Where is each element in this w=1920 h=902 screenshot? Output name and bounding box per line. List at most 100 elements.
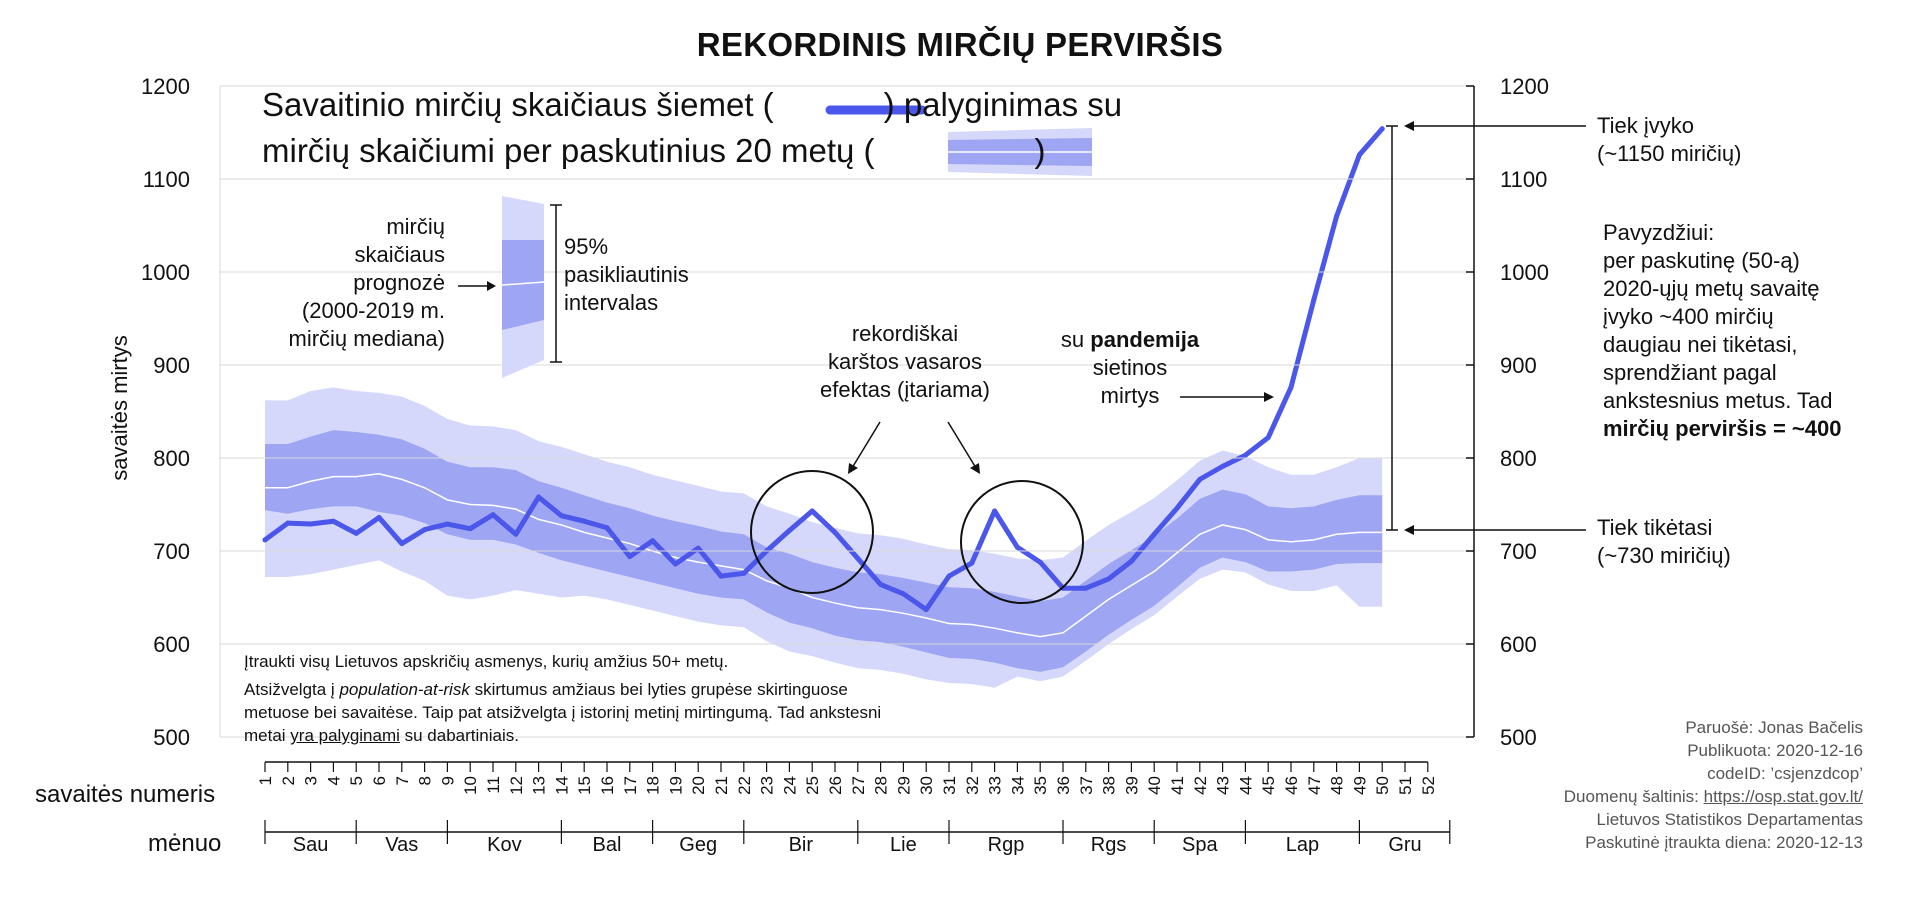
happened-text-2: (~1150 miričių) [1597, 141, 1742, 166]
happened-text-1: Tiek įvyko [1597, 113, 1694, 138]
data-point [1334, 213, 1340, 219]
data-point [1014, 544, 1020, 550]
summer-arrow-2 [947, 421, 977, 469]
example-text-bold: mirčių perviršis = ~400 [1603, 416, 1842, 441]
footnote-p2-i: population-at-risk [339, 680, 470, 699]
y-tick-label-right: 1100 [1500, 167, 1547, 192]
data-point [330, 518, 336, 524]
credits-org: Lietuvos Statistikos Departamentas [1596, 810, 1863, 829]
data-point [718, 573, 724, 579]
data-point [1037, 559, 1043, 565]
data-point [558, 513, 564, 519]
y-tick-label-left: 800 [153, 446, 190, 471]
footnote-p2-b: skirtumus amžiaus bei lyties grupėse ski… [244, 680, 882, 745]
data-point [923, 607, 929, 613]
pandemic-text-a: su [1060, 327, 1091, 352]
footnote-p1: Įtraukti visų Lietuvos apskričių asmenys… [244, 652, 729, 671]
y-tick-label-right: 1000 [1500, 260, 1549, 285]
data-point [1106, 576, 1112, 582]
summer-arrowhead-2 [970, 463, 980, 474]
forecast-bands [265, 387, 1383, 688]
y-tick-label-left: 700 [153, 539, 190, 564]
y-tick-label-right: 600 [1500, 632, 1537, 657]
y-tick-label-left: 600 [153, 632, 190, 657]
summer-arrowhead-1 [848, 463, 858, 474]
example-text-4: įvyko ~400 mirčių [1603, 304, 1774, 329]
data-point [1220, 463, 1226, 469]
month-label: Lie [890, 834, 917, 856]
data-point [1311, 297, 1317, 303]
week-tick-label: 23 [758, 776, 777, 795]
week-tick-label: 40 [1145, 776, 1164, 795]
y-tick-label-right: 800 [1500, 446, 1537, 471]
forecast-arrowhead [487, 281, 496, 291]
week-tick-label: 10 [461, 776, 480, 795]
forecast-text-1: mirčių [386, 214, 445, 239]
forecast-text-4: (2000-2019 m. [301, 298, 445, 323]
month-label: Vas [385, 834, 418, 856]
example-text-5: daugiau nei tikėtasi, [1603, 332, 1798, 357]
example-text-2: per paskutinę (50-ą) [1603, 248, 1800, 273]
week-tick-label: 46 [1282, 776, 1301, 795]
y-tick-label-right: 1200 [1500, 74, 1549, 99]
y-tick-label-left: 1100 [143, 167, 190, 192]
week-tick-label: 3 [302, 776, 321, 785]
band-50 [265, 430, 1383, 672]
week-tick-label: 31 [940, 776, 959, 795]
y-tick-label-right: 900 [1500, 353, 1537, 378]
expected-annotation: Tiek tikėtasi (~730 miričių) [1597, 514, 1731, 570]
week-tick-label: 50 [1373, 776, 1392, 795]
y-axis-label: savaitės mirtys [107, 335, 132, 480]
legend-line-1: Savaitinio mirčių skaičiaus šiemet () pa… [262, 86, 1122, 124]
expected-text-1: Tiek tikėtasi [1597, 515, 1713, 540]
data-point [650, 538, 656, 544]
data-point [878, 581, 884, 587]
data-point [262, 537, 268, 543]
expected-text-2: (~730 miričių) [1597, 543, 1731, 568]
pandemic-text-2: sietinos [1092, 355, 1168, 380]
summer-text-3: efektas (įtariama) [820, 377, 990, 402]
footnote: Įtraukti visų Lietuvos apskričių asmenys… [244, 650, 884, 752]
credits-code: codeID: ’csjenzdcop’ [1707, 764, 1863, 783]
data-point [1083, 585, 1089, 591]
ci-text-2: pasikliautinis [564, 262, 689, 287]
pandemic-text-b: pandemija [1090, 327, 1200, 352]
data-point [900, 591, 906, 597]
credits: Paruošė: Jonas Bačelis Publikuota: 2020-… [1363, 716, 1863, 854]
data-point [786, 528, 792, 534]
ci-median-example [501, 281, 545, 286]
pandemic-annotation: su pandemija sietinos mirtys [1040, 326, 1220, 410]
week-tick-label: 48 [1328, 776, 1347, 795]
data-point [855, 555, 861, 561]
data-point [969, 560, 975, 566]
legend-text-1b: ) palyginimas su [883, 86, 1123, 123]
source-link[interactable]: https://osp.stat.gov.lt/ [1703, 787, 1863, 806]
week-tick-label: 32 [963, 776, 982, 795]
data-point [1128, 558, 1134, 564]
y-tick-label-right: 700 [1500, 539, 1537, 564]
week-tick-label: 26 [826, 776, 845, 795]
credits-author: Paruošė: Jonas Bačelis [1685, 718, 1863, 737]
week-tick-label: 49 [1350, 776, 1369, 795]
week-tick-label: 4 [324, 776, 343, 785]
legend-line-2: mirčių skaičiumi per paskutinius 20 metų… [262, 132, 1046, 170]
data-point [1197, 476, 1203, 482]
data-point [1242, 452, 1248, 458]
footnote-p2-c: su dabartiniais. [399, 726, 519, 745]
week-tick-label: 29 [894, 776, 913, 795]
month-label: Spa [1182, 834, 1218, 856]
week-tick-label: 15 [575, 776, 594, 795]
footnote-p2-a: Atsižvelgta į [244, 680, 340, 699]
week-tick-label: 25 [803, 776, 822, 795]
y-tick-label-left: 1200 [141, 74, 190, 99]
data-point [1151, 531, 1157, 537]
data-point [1379, 126, 1385, 132]
data-point [1174, 505, 1180, 511]
data-point [376, 515, 382, 521]
week-tick-label: 12 [507, 776, 526, 795]
y-tick-label-right: 500 [1500, 725, 1537, 750]
annotation-graphics [458, 105, 1586, 604]
happened-annotation: Tiek įvyko (~1150 miričių) [1597, 112, 1741, 168]
data-point [832, 529, 838, 535]
